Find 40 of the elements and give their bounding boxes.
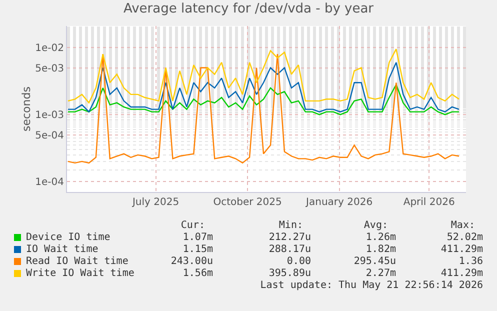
- text: 395.89u: [268, 268, 311, 280]
- y-axis-title: seconds: [20, 86, 34, 132]
- text: 1.56m: [182, 268, 213, 280]
- legend-label: Device IO time: [26, 232, 110, 244]
- text: 212.27u: [268, 232, 311, 244]
- y-tick-label: 1e-04: [35, 177, 64, 188]
- text: 1.36: [458, 256, 483, 268]
- text: Avg:: [364, 220, 388, 232]
- text: Min:: [278, 220, 303, 232]
- text: 2.27m: [366, 268, 396, 280]
- text: 243.00u: [170, 256, 213, 268]
- y-tick-label: 1e-02: [35, 43, 64, 54]
- line-series: [67, 84, 460, 116]
- x-tick-label: April 2026: [403, 197, 455, 208]
- y-tick-label: 5e-04: [35, 130, 64, 142]
- text: 288.17u: [268, 244, 311, 256]
- text: 1.07m: [182, 232, 213, 244]
- text: Last update: Thu May 21 22:56:14 2026: [260, 280, 483, 292]
- text: 295.45u: [354, 256, 396, 268]
- text: 1.15m: [182, 244, 213, 256]
- legend-label: Write IO Wait time: [26, 268, 134, 280]
- legend-label: IO Wait time: [26, 244, 98, 256]
- text: 0.00: [286, 256, 311, 268]
- text: Max:: [450, 220, 475, 232]
- text: 1.26m: [366, 232, 396, 244]
- x-tick-label: January 2026: [305, 197, 373, 208]
- text: 411.29m: [440, 244, 483, 256]
- x-tick-label: October 2025: [213, 197, 282, 208]
- y-tick-label: 1e-03: [35, 110, 64, 122]
- line-series: [67, 53, 460, 164]
- text: 411.29m: [440, 268, 483, 280]
- line-series: [67, 62, 460, 112]
- legend-label: Read IO Wait time: [26, 256, 128, 268]
- line-series: [67, 48, 460, 104]
- text: 52.02m: [446, 232, 483, 244]
- y-tick-label: 5e-03: [35, 63, 64, 74]
- chart-title: Average latency for /dev/vda - by year: [123, 1, 374, 16]
- text: 1.82m: [366, 244, 396, 256]
- x-tick-label: July 2025: [131, 197, 180, 208]
- text: Cur:: [180, 220, 205, 232]
